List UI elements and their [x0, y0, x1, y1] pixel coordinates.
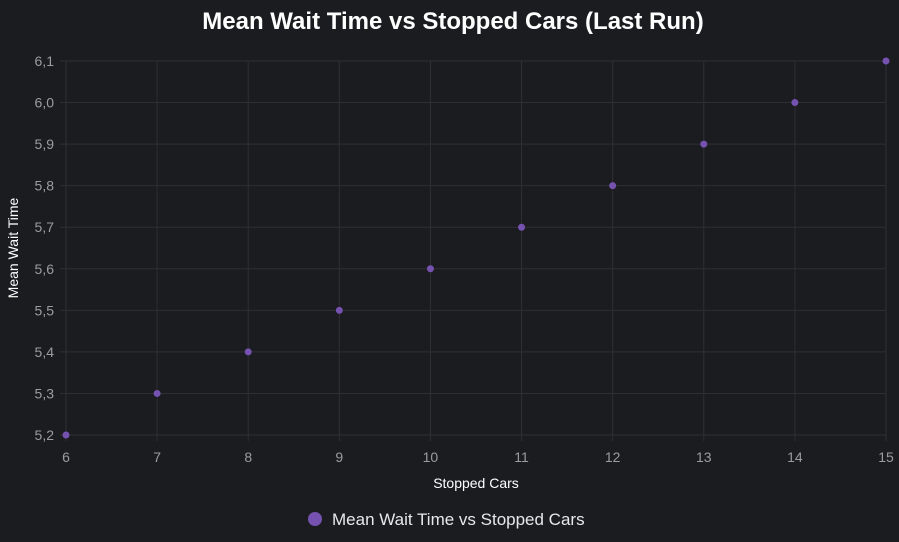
- x-tick-label: 6: [62, 449, 70, 465]
- y-tick-label: 5,5: [35, 302, 55, 318]
- x-tick-label: 15: [878, 449, 894, 465]
- x-tick-label: 12: [605, 449, 621, 465]
- y-tick-label: 5,6: [35, 261, 55, 277]
- x-axis-title: Stopped Cars: [433, 475, 519, 491]
- x-tick-label: 10: [423, 449, 439, 465]
- grid: [60, 60, 887, 441]
- x-tick-label: 14: [787, 449, 803, 465]
- legend-label[interactable]: Mean Wait Time vs Stopped Cars: [332, 510, 585, 529]
- x-tick-label: 11: [514, 449, 529, 465]
- y-tick-label: 5,2: [35, 427, 55, 443]
- data-point[interactable]: [62, 431, 70, 439]
- y-axis-title: Mean Wait Time: [5, 197, 21, 298]
- data-point[interactable]: [700, 140, 708, 148]
- data-point[interactable]: [153, 389, 161, 397]
- y-tick-label: 5,7: [35, 219, 55, 235]
- axes: 6 7 8 9 10 11 12 13 14 15 5,2 5,3 5,4 5,5 5,6 5,7 5,8 5,9…: [35, 53, 894, 465]
- x-tick-label: 9: [335, 449, 343, 465]
- x-tick-label: 8: [244, 449, 252, 465]
- data-point[interactable]: [882, 57, 890, 65]
- x-tick-label: 7: [153, 449, 161, 465]
- x-tick-label: 13: [696, 449, 712, 465]
- data-points: [62, 57, 890, 439]
- y-tick-label: 5,9: [35, 136, 55, 152]
- y-tick-label: 6,0: [35, 95, 55, 111]
- legend-marker[interactable]: [308, 512, 322, 526]
- data-point[interactable]: [244, 348, 252, 356]
- y-tick-label: 5,4: [35, 344, 55, 360]
- y-tick-label: 5,8: [35, 178, 55, 194]
- y-tick-label: 5,3: [35, 385, 55, 401]
- data-point[interactable]: [426, 265, 434, 273]
- data-point[interactable]: [335, 306, 343, 314]
- data-point[interactable]: [609, 182, 617, 190]
- data-point[interactable]: [791, 99, 799, 107]
- legend[interactable]: Mean Wait Time vs Stopped Cars: [308, 510, 585, 529]
- chart-title: Mean Wait Time vs Stopped Cars (Last Run…: [202, 8, 703, 35]
- data-point[interactable]: [518, 223, 526, 231]
- y-tick-label: 6,1: [35, 53, 55, 69]
